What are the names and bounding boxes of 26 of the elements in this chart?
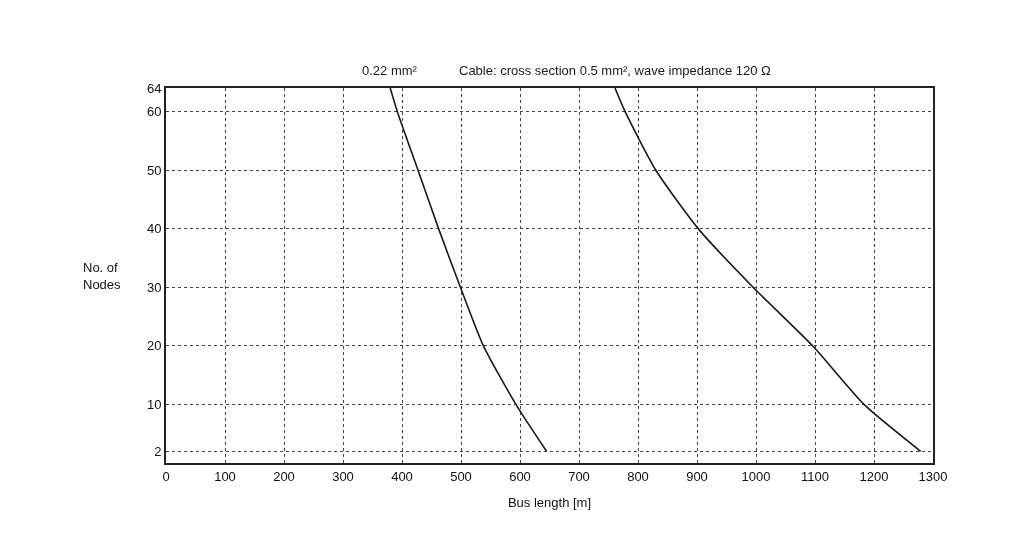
x-tick-label: 100 xyxy=(214,468,236,484)
y-tick-label: 30 xyxy=(146,279,162,295)
x-tick-label: 1100 xyxy=(801,468,829,484)
y-tick-label: 20 xyxy=(146,338,162,354)
x-tick-label: 400 xyxy=(391,468,413,484)
x-axis-title: Bus length [m] xyxy=(507,494,592,510)
y-tick-label: 50 xyxy=(146,162,162,178)
x-tick-label: 1000 xyxy=(741,468,771,484)
x-tick-label: 800 xyxy=(627,468,649,484)
x-tick-label: 500 xyxy=(450,468,472,484)
x-tick-label: 1300 xyxy=(918,468,948,484)
y-tick-label: 64 xyxy=(146,80,162,96)
y-axis-title: No. of Nodes xyxy=(83,260,122,292)
x-tick-label: 300 xyxy=(332,468,354,484)
x-tick-label: 1200 xyxy=(859,468,889,484)
x-tick-label: 200 xyxy=(273,468,295,484)
series-label: 0.22 mm² xyxy=(362,63,418,78)
y-tick-label: 40 xyxy=(146,221,162,237)
x-tick-label: 900 xyxy=(686,468,708,484)
series-label: Cable: cross section 0.5 mm², wave impedance 120 Ω xyxy=(459,63,772,78)
x-tick-label: 0 xyxy=(162,468,170,484)
y-tick-label: 60 xyxy=(146,103,162,119)
y-tick-label: 2 xyxy=(154,443,162,459)
x-tick-label: 600 xyxy=(509,468,531,484)
x-tick-label: 700 xyxy=(568,468,590,484)
y-tick-label: 10 xyxy=(146,396,162,412)
